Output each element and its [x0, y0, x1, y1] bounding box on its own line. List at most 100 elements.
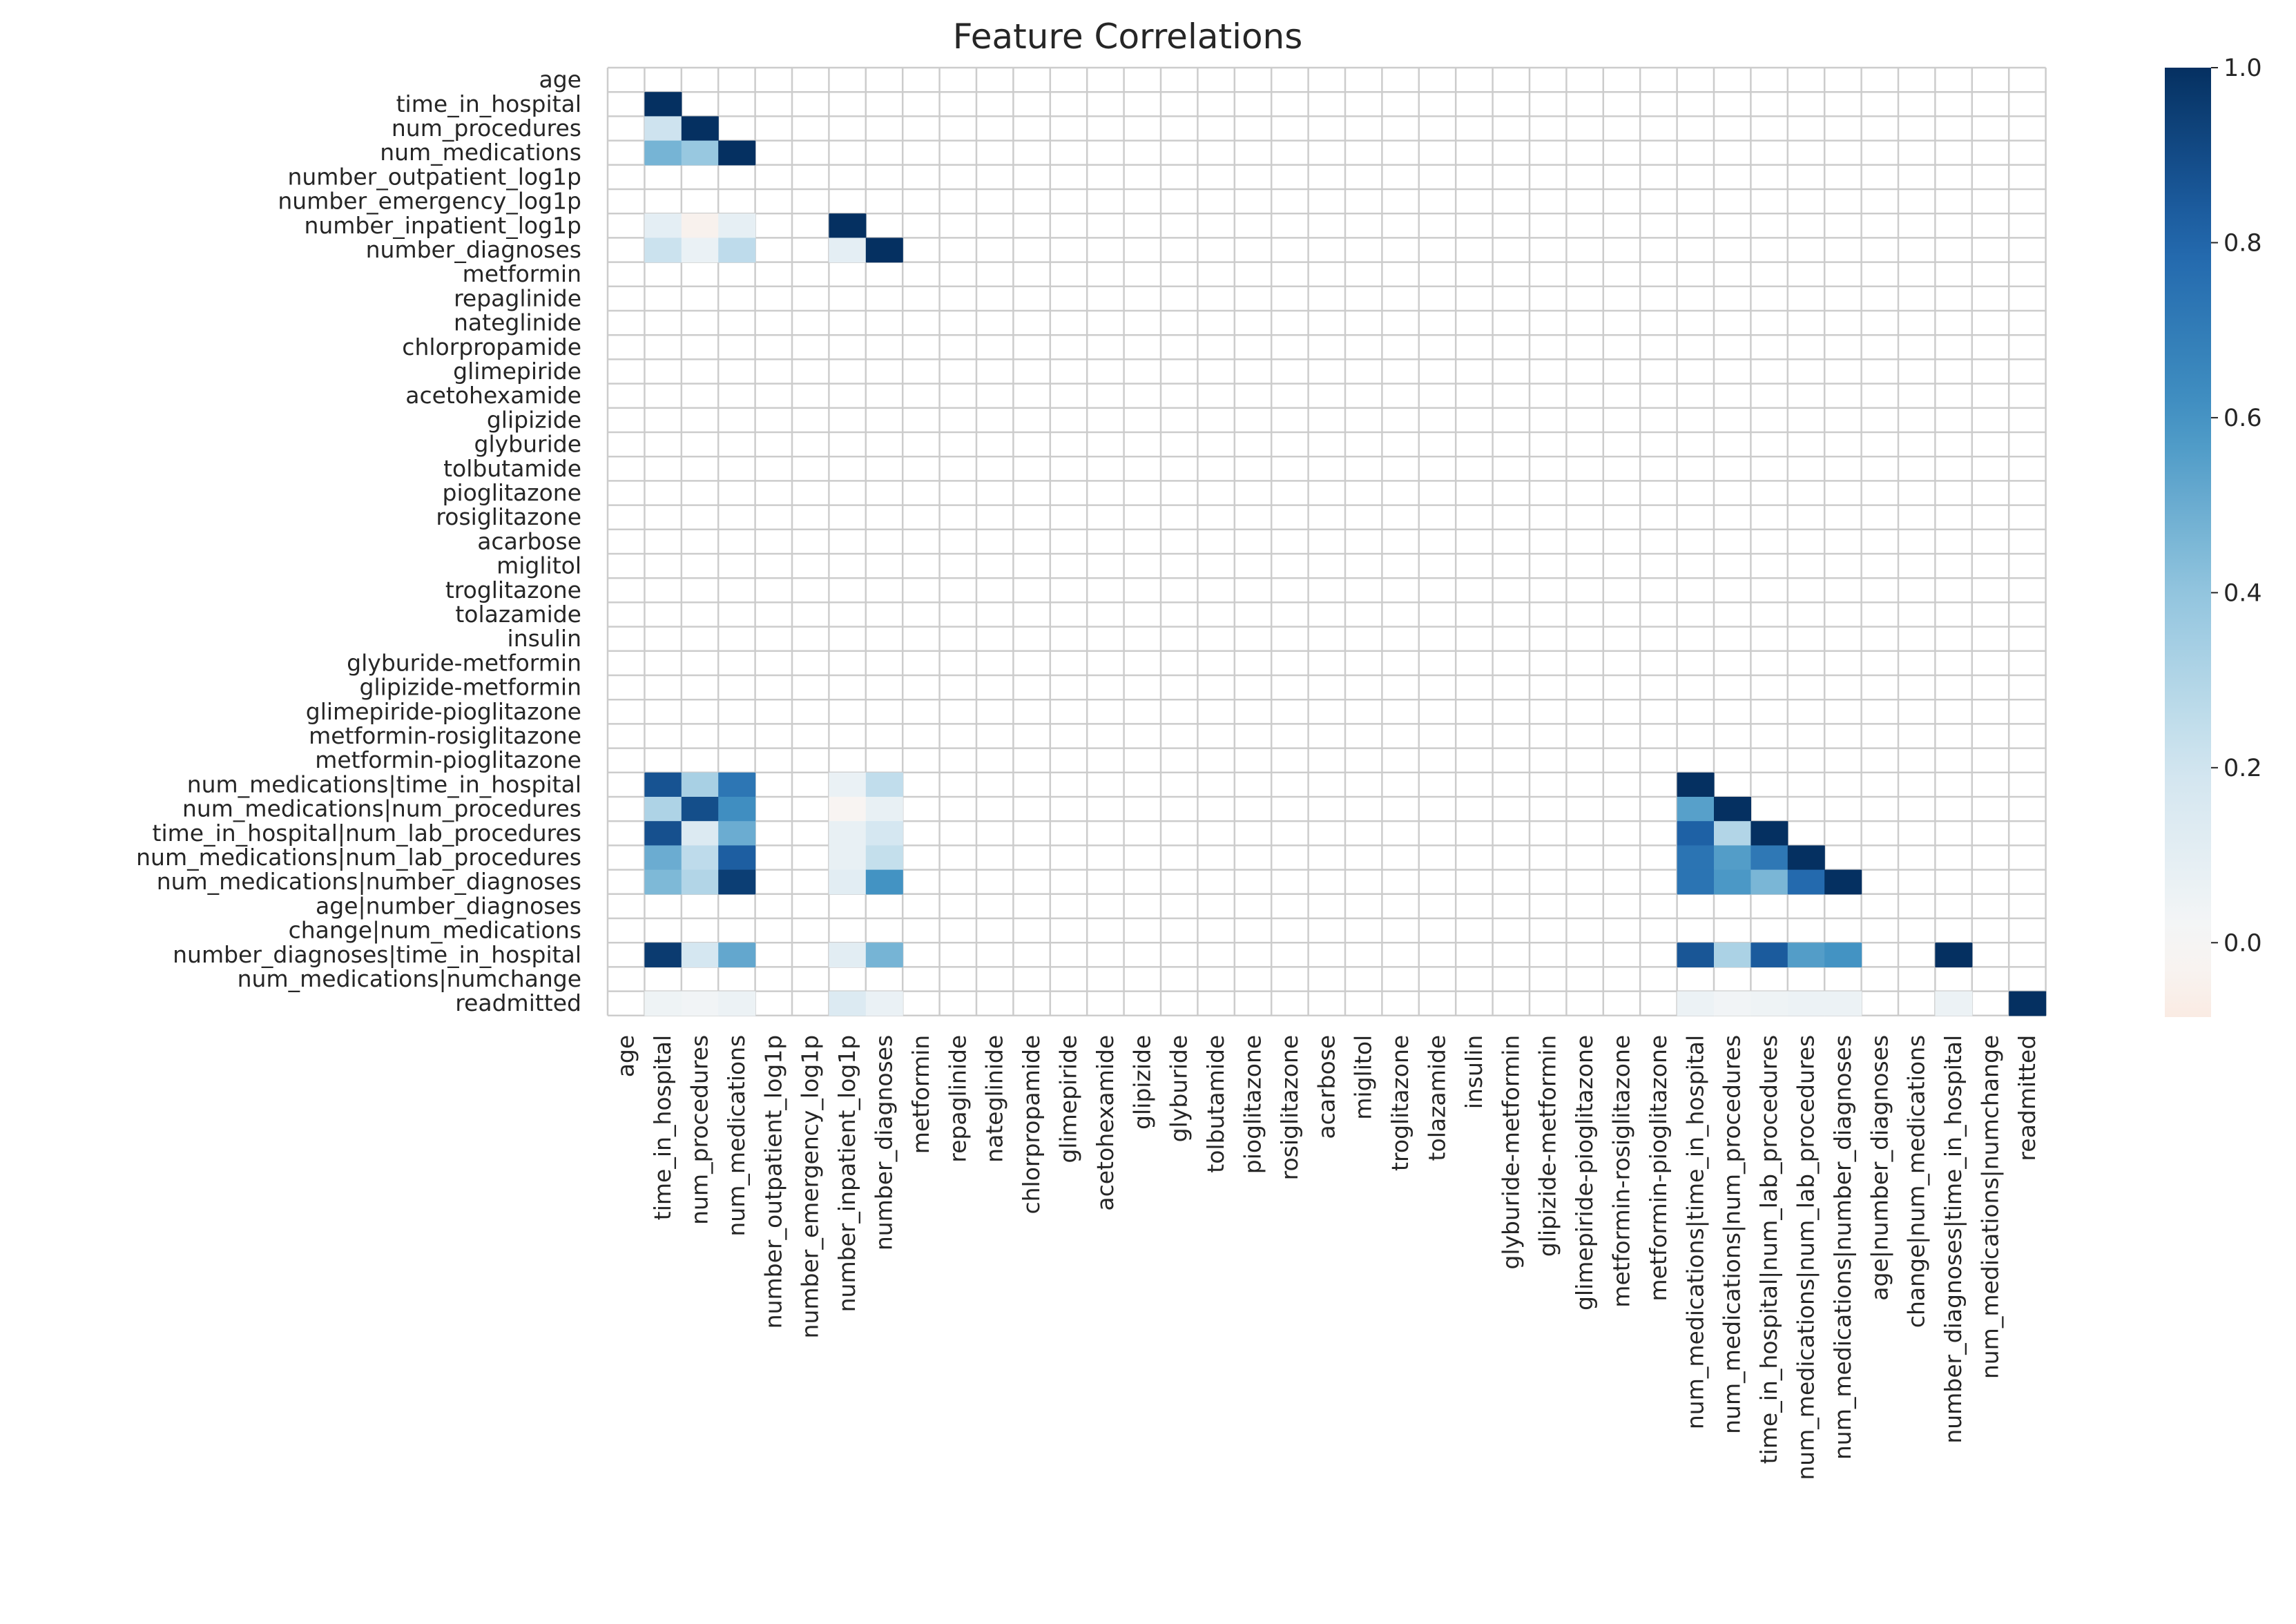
heatmap-cell: [1677, 797, 1715, 822]
x-tick-label: num_medications|num_lab_procedures: [1793, 1035, 1820, 1480]
heatmap-cell: [718, 772, 756, 798]
x-tick-label: glipizide: [1128, 1035, 1155, 1130]
colorbar-tick-label: 0.2: [2223, 755, 2262, 782]
heatmap-cell: [1787, 869, 1825, 895]
heatmap-cell: [644, 845, 682, 871]
chart-title: Feature Correlations: [953, 17, 1303, 57]
heatmap-cell: [644, 869, 682, 895]
x-tick-label: metformin-pioglitazone: [1645, 1035, 1672, 1302]
colorbar-tick-label: 0.4: [2223, 579, 2262, 607]
x-tick-label: number_inpatient_log1p: [833, 1035, 860, 1313]
heatmap-cell: [1750, 991, 1788, 1016]
heatmap-cell: [681, 772, 719, 798]
x-tick-label: tolazamide: [1424, 1035, 1451, 1161]
heatmap-cell: [718, 213, 756, 238]
y-tick-label: num_medications|num_lab_procedures: [136, 844, 581, 871]
heatmap-cell: [829, 942, 867, 967]
heatmap-cell: [1787, 845, 1825, 871]
heatmap-cell: [681, 991, 719, 1016]
heatmap-cell: [681, 845, 719, 871]
heatmap-cell: [1824, 991, 1862, 1016]
y-tick-label: time_in_hospital: [396, 90, 581, 117]
x-tick-label: tolbutamide: [1202, 1035, 1229, 1173]
heatmap-cell: [1677, 942, 1715, 967]
y-tick-label: num_procedures: [392, 115, 581, 142]
heatmap-cell: [1787, 991, 1825, 1016]
heatmap-cell: [865, 845, 903, 871]
heatmap-cell: [1750, 821, 1788, 846]
heatmap-cell: [718, 845, 756, 871]
x-tick-label: acetohexamide: [1092, 1035, 1119, 1211]
x-tick-label: number_outpatient_log1p: [760, 1035, 787, 1329]
heatmap-cell: [865, 772, 903, 798]
x-tick-label: glimepiride-pioglitazone: [1571, 1035, 1598, 1311]
heatmap-cell: [865, 821, 903, 846]
y-tick-label: rosiglitazone: [436, 503, 581, 530]
heatmap-cell: [2009, 991, 2047, 1016]
heatmap-cell: [1714, 797, 1751, 822]
x-tick-label: num_medications: [723, 1035, 750, 1237]
heatmap-cell: [718, 991, 756, 1016]
heatmap-cell: [718, 238, 756, 263]
y-tick-label: tolazamide: [455, 601, 581, 628]
y-tick-label: metformin-rosiglitazone: [309, 722, 581, 749]
heatmap-cell: [829, 797, 867, 822]
x-tick-label: glyburide-metformin: [1497, 1035, 1524, 1270]
x-tick-label: age: [612, 1035, 639, 1077]
heatmap-cell: [644, 942, 682, 967]
y-tick-label: glimepiride: [453, 358, 581, 385]
heatmap-cell: [644, 991, 682, 1016]
heatmap-cell: [681, 116, 719, 142]
heatmap-cell: [1714, 869, 1751, 895]
heatmap-cell: [644, 116, 682, 142]
y-tick-label: nateglinide: [454, 309, 581, 336]
x-tick-label: age|number_diagnoses: [1866, 1035, 1893, 1301]
heatmap-cell: [644, 213, 682, 238]
y-tick-label: metformin-pioglitazone: [315, 746, 581, 773]
x-tick-label: glimepiride: [1055, 1035, 1082, 1163]
x-tick-label: chlorpropamide: [1018, 1035, 1045, 1215]
heatmap-cell: [1824, 869, 1862, 895]
heatmap-cell: [718, 942, 756, 967]
heatmap-cell: [681, 797, 719, 822]
heatmap-cell: [1935, 991, 1973, 1016]
y-tick-label: chlorpropamide: [402, 334, 581, 360]
y-tick-label: metformin: [463, 260, 581, 287]
y-tick-label: acetohexamide: [405, 382, 581, 409]
heatmap-cell: [718, 869, 756, 895]
x-tick-label: readmitted: [2014, 1035, 2041, 1161]
y-tick-label: num_medications|time_in_hospital: [187, 771, 581, 798]
colorbar: 0.0 0.2 0.4 0.6 0.8 1.0: [2165, 55, 2262, 1017]
heatmap-cell: [681, 213, 719, 238]
heatmap-cell: [865, 869, 903, 895]
x-tick-label: change|num_medications: [1903, 1035, 1930, 1328]
heatmap-cell: [1787, 942, 1825, 967]
y-tick-label: number_emergency_log1p: [278, 188, 581, 215]
heatmap-cell: [829, 869, 867, 895]
heatmap-cell: [718, 821, 756, 846]
x-tick-label: num_medications|num_procedures: [1719, 1035, 1746, 1434]
heatmap-cell: [1714, 991, 1751, 1016]
heatmap-cells: [644, 92, 2047, 1016]
heatmap-cell: [644, 140, 682, 166]
heatmap-cell: [681, 238, 719, 263]
y-tick-label: readmitted: [455, 989, 581, 1016]
x-tick-label: metformin-rosiglitazone: [1608, 1035, 1635, 1308]
x-tick-label: acarbose: [1313, 1035, 1340, 1139]
x-tick-label: number_diagnoses|time_in_hospital: [1940, 1035, 1967, 1444]
heatmap-cell: [718, 797, 756, 822]
y-tick-label: age|number_diagnoses: [316, 892, 581, 919]
y-tick-label: repaglinide: [454, 284, 581, 311]
heatmap-cell: [865, 942, 903, 967]
y-tick-label: glipizide-metformin: [360, 674, 581, 701]
heatmap-cell: [1750, 942, 1788, 967]
y-tick-label: num_medications|number_diagnoses: [157, 868, 581, 895]
y-tick-label: acarbose: [477, 528, 581, 554]
colorbar-tick-label: 0.6: [2223, 405, 2262, 432]
colorbar-tick-label: 0.0: [2223, 929, 2262, 957]
colorbar-tick-label: 1.0: [2223, 55, 2262, 82]
heatmap-cell: [644, 238, 682, 263]
heatmap-cell: [1677, 869, 1715, 895]
y-tick-label: miglitol: [496, 552, 581, 579]
